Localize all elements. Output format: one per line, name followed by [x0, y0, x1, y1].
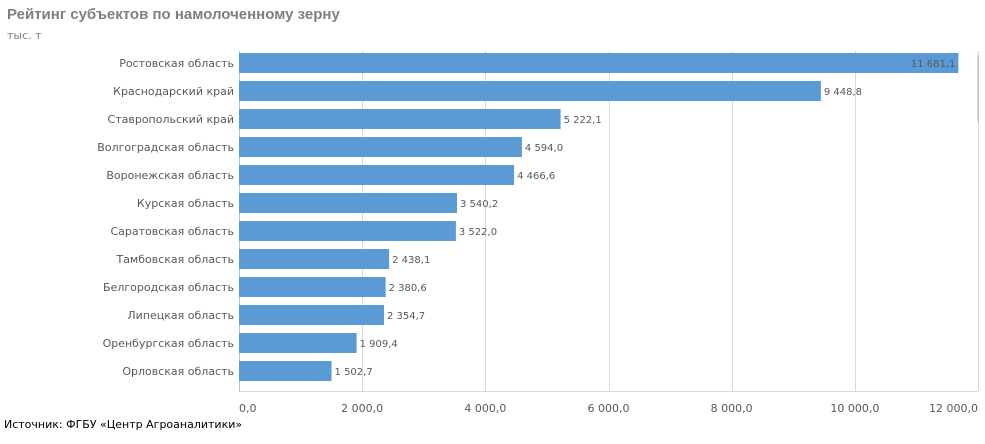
- category-label: Курская область: [137, 197, 234, 210]
- category-label: Орловская область: [122, 365, 234, 378]
- category-label: Липецкая область: [127, 309, 234, 322]
- gridlines: [239, 51, 979, 392]
- x-tick-label: 6 000,0: [588, 402, 630, 415]
- x-tick-label: 0,0: [239, 402, 257, 415]
- category-label: Саратовская область: [110, 225, 234, 238]
- source-note: Источник: ФГБУ «Центр Агроаналитики»: [4, 418, 243, 431]
- category-label: Воронежская область: [106, 169, 234, 182]
- bar[interactable]: [239, 137, 522, 157]
- category-label: Ростовская область: [119, 57, 234, 70]
- value-label: 5 222,1: [564, 115, 602, 126]
- value-label: 1 909,4: [360, 339, 398, 350]
- value-label: 3 540,2: [460, 199, 498, 210]
- bar[interactable]: [239, 305, 385, 325]
- x-tick-label: 4 000,0: [464, 402, 506, 415]
- value-label: 2 438,1: [392, 255, 430, 266]
- category-label: Краснодарский край: [113, 85, 234, 98]
- value-label: 11 681,1: [911, 59, 956, 70]
- category-label: Ставропольский край: [108, 113, 234, 126]
- value-label: 9 448,8: [824, 87, 862, 98]
- x-tick-label: 10 000,0: [830, 402, 879, 415]
- bars: [239, 53, 959, 381]
- value-label: 4 466,6: [517, 171, 555, 182]
- value-label: 1 502,7: [335, 367, 373, 378]
- value-label: 2 354,7: [387, 311, 425, 322]
- bar[interactable]: [239, 277, 386, 297]
- bar[interactable]: [239, 109, 561, 129]
- bar[interactable]: [239, 53, 959, 73]
- value-label: 3 522,0: [459, 227, 497, 238]
- bar[interactable]: [239, 361, 332, 381]
- value-label: 2 380,6: [389, 283, 427, 294]
- x-axis-ticks: 0,0 2 000,0 4 000,0 6 000,0 8 000,0 10 000,0 1…: [239, 402, 978, 415]
- bar[interactable]: [239, 193, 458, 213]
- bar[interactable]: [239, 81, 821, 101]
- value-labels: 11 681,1 9 448,8 5 222,1 4 594,0 4 466,6 3 54…: [335, 59, 956, 378]
- category-label: Белгородская область: [103, 281, 234, 294]
- category-label: Оренбургская область: [103, 337, 234, 350]
- category-labels: Ростовская область Краснодарский край Став…: [97, 57, 234, 378]
- bar[interactable]: [239, 333, 357, 353]
- x-tick-label: 8 000,0: [711, 402, 753, 415]
- category-label: Волгоградская область: [97, 141, 234, 154]
- bar[interactable]: [239, 221, 456, 241]
- bar[interactable]: [239, 249, 390, 269]
- x-tick-label: 2 000,0: [341, 402, 383, 415]
- bar[interactable]: [239, 165, 515, 185]
- x-tick-label: 12 000,0: [929, 402, 978, 415]
- value-label: 4 594,0: [525, 143, 563, 154]
- chart-units: тыс. т: [7, 29, 42, 42]
- chart-title: Рейтинг субъектов по намолоченному зерну: [7, 6, 340, 23]
- category-label: Тамбовская область: [115, 253, 234, 266]
